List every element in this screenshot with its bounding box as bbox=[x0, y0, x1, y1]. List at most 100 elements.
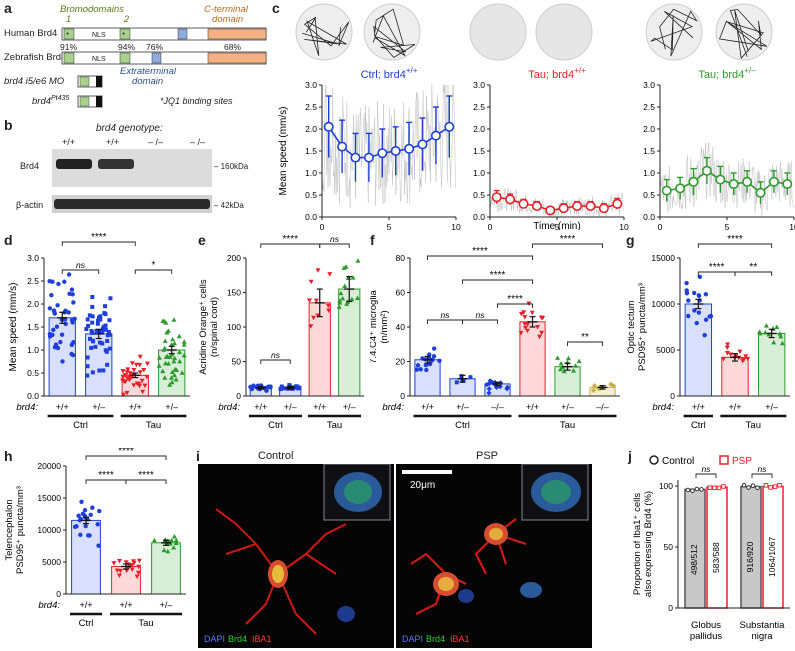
dot-e-1-19 bbox=[294, 384, 299, 389]
dot-g-1-5 bbox=[725, 342, 731, 347]
cterm-label: C-terminal bbox=[204, 4, 249, 15]
dot-d-2-22 bbox=[120, 378, 126, 384]
category-h-1: +/+ bbox=[119, 600, 132, 610]
panel-h-plot: 0 5000 10000 15000 20000 Telencephalon PSD95⁺ … bbox=[4, 448, 186, 629]
arena-1 bbox=[295, 3, 353, 61]
dot-d-2-3 bbox=[127, 371, 133, 376]
sig-label-d-1: ns bbox=[76, 260, 86, 270]
trace-noise-1 bbox=[321, 84, 456, 208]
ylabel-e: Acridine Orange⁺ cells bbox=[198, 279, 209, 375]
dot-j-0-0-0 bbox=[685, 487, 691, 493]
dot-d-1-47 bbox=[100, 329, 105, 334]
ylabel-f: 7.4.C4⁺ microglia bbox=[370, 289, 379, 363]
panel-letter-h: h bbox=[4, 448, 13, 464]
dot-g-0-17 bbox=[702, 332, 707, 338]
dot-f-1-4 bbox=[454, 380, 459, 385]
dot-d-3-30 bbox=[177, 358, 183, 364]
dot-f-4-4 bbox=[558, 361, 564, 366]
extraterminal-label2: domain bbox=[132, 76, 163, 87]
ytick-label-d-2: 1.0 bbox=[27, 345, 39, 355]
dot-f-3-4 bbox=[518, 311, 524, 317]
category-d-2: +/+ bbox=[129, 402, 142, 412]
legend-psp-marker bbox=[719, 455, 729, 465]
lane-1: +/+ bbox=[62, 137, 75, 147]
group-label-d-0: Ctrl bbox=[73, 420, 88, 431]
sig-label-j-1: ns bbox=[758, 464, 768, 474]
dot-h-1-15 bbox=[116, 573, 122, 579]
xtick-label-1-1: 5 bbox=[387, 222, 392, 230]
nls-label-zebrafish: NLS bbox=[92, 56, 106, 63]
ytick-label-g-2: 10000 bbox=[651, 299, 675, 309]
sig-bracket-f-4 bbox=[462, 319, 498, 324]
brd4-band-label: Brd4 bbox=[20, 161, 39, 171]
dot-h-1-12 bbox=[124, 568, 130, 574]
sig-bracket-h-0 bbox=[85, 455, 167, 460]
ytick-label-j-2: 100 bbox=[659, 481, 673, 491]
dot-h-0-18 bbox=[96, 543, 101, 548]
dot-h-0-12 bbox=[72, 524, 78, 530]
dot-d-3-25 bbox=[161, 347, 167, 352]
dot-f-3-2 bbox=[521, 310, 527, 315]
dot-d-1-23 bbox=[85, 317, 90, 322]
ytick-label-e-4: 200 bbox=[227, 253, 241, 263]
mean-point-1-6 bbox=[404, 143, 415, 154]
panel-d-plot: 0.0 0.5 1.0 1.5 2.0 2.5 3.0 Mean speed (mm/s) br… bbox=[8, 232, 190, 431]
dot-d-2-19 bbox=[122, 373, 128, 378]
dot-f-3-13 bbox=[539, 330, 545, 336]
dot-e-3-15 bbox=[337, 298, 343, 303]
dot-d-3-28 bbox=[181, 339, 187, 344]
dot-f-3-3 bbox=[523, 325, 529, 331]
ytick-label-e-0: 0 bbox=[236, 391, 241, 401]
pct-bd2: 94% bbox=[118, 42, 135, 52]
mean-point-2-9 bbox=[612, 198, 623, 209]
dot-d-1-27 bbox=[85, 364, 90, 369]
dot-g-1-9 bbox=[745, 356, 751, 362]
panel-letter-a: a bbox=[4, 0, 12, 16]
dot-g-0-8 bbox=[686, 313, 691, 319]
psp-scale-label: 20μm bbox=[410, 480, 435, 491]
dot-g-0-9 bbox=[692, 308, 697, 313]
dot-d-2-0 bbox=[133, 362, 139, 368]
category-d-3: +/– bbox=[165, 402, 178, 412]
dot-e-3-4 bbox=[349, 296, 355, 302]
dot-d-1-14 bbox=[90, 320, 95, 325]
category-f-4: +/– bbox=[561, 402, 574, 412]
dot-d-2-5 bbox=[139, 378, 145, 384]
ytick-label-3-2: 1.0 bbox=[643, 168, 655, 178]
dot-d-1-24 bbox=[91, 339, 96, 344]
dot-d-0-34 bbox=[52, 311, 57, 316]
category-e-1: +/– bbox=[284, 402, 297, 412]
dot-h-0-19 bbox=[78, 532, 83, 538]
dot-j-0-0-3 bbox=[699, 487, 704, 492]
dot-d-0-27 bbox=[66, 272, 72, 277]
ytick-label-h-4: 20000 bbox=[37, 461, 61, 471]
bromodomains-label: Bromodomains bbox=[60, 4, 124, 15]
mean-point-1-1 bbox=[337, 141, 348, 152]
genotype-label-f: brd4: bbox=[382, 402, 404, 413]
dot-g-0-16 bbox=[696, 293, 702, 299]
ytick-label-h-1: 5000 bbox=[42, 557, 61, 567]
dot-d-2-28 bbox=[137, 362, 143, 368]
dot-d-3-23 bbox=[160, 318, 166, 323]
arena-trace-6 bbox=[718, 9, 768, 60]
group-label-h-1: Tau bbox=[138, 618, 153, 629]
ytick-label-2-3: 1.5 bbox=[473, 146, 485, 156]
dot-d-2-34 bbox=[127, 375, 133, 381]
mean-bar-g-2 bbox=[757, 332, 786, 397]
category-j-0-1: pallidus bbox=[690, 631, 722, 642]
kda-160: – 160kDa bbox=[214, 162, 249, 171]
dot-j-0-1-1 bbox=[712, 485, 717, 491]
dot-d-2-27 bbox=[120, 374, 126, 380]
dot-d-1-48 bbox=[90, 370, 95, 375]
dot-f-1-0 bbox=[468, 375, 473, 380]
dot-d-2-29 bbox=[137, 370, 143, 375]
ytick-label-e-3: 150 bbox=[227, 288, 241, 298]
dot-d-3-39 bbox=[156, 363, 162, 368]
dot-g-0-6 bbox=[686, 298, 691, 303]
dot-d-1-10 bbox=[101, 368, 106, 373]
legend-control-marker bbox=[649, 455, 659, 465]
nls-label-human: NLS bbox=[92, 32, 106, 39]
dot-d-3-8 bbox=[181, 352, 187, 358]
dot-j-0-1-0 bbox=[707, 485, 713, 490]
mean-point-3-8 bbox=[768, 176, 779, 187]
